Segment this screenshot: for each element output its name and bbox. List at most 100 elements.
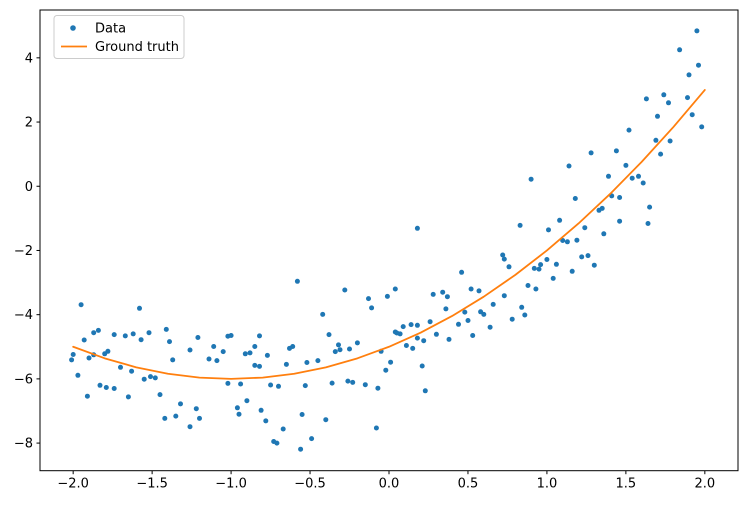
data-point (506, 264, 512, 270)
data-point (247, 350, 253, 356)
data-point (345, 378, 351, 384)
y-tick-label: −8 (14, 437, 33, 452)
data-point (220, 349, 226, 355)
data-point (122, 333, 128, 339)
data-point (410, 345, 416, 351)
data-point (366, 296, 371, 302)
data-point (257, 363, 262, 369)
data-point (572, 196, 578, 201)
data-point (264, 352, 270, 358)
axes-frame (39, 9, 739, 472)
data-point (599, 205, 605, 211)
data-point (329, 380, 335, 386)
data-point (433, 331, 439, 337)
data-point (525, 283, 531, 288)
y-tick-label: −2 (14, 244, 33, 259)
data-point (197, 415, 202, 421)
data-point (274, 440, 280, 446)
data-point (647, 204, 653, 210)
data-point (236, 411, 242, 417)
data-point (146, 330, 152, 336)
data-point (290, 344, 296, 349)
data-point (347, 346, 352, 352)
data-point (228, 333, 234, 338)
data-point (86, 355, 92, 361)
data-point (468, 286, 474, 292)
data-point (617, 218, 623, 224)
data-point (685, 95, 690, 101)
data-point (653, 137, 659, 143)
data-point (70, 352, 76, 357)
ground-truth-line (72, 89, 706, 380)
data-point (658, 151, 664, 157)
data-point (626, 127, 632, 133)
data-point (362, 382, 368, 388)
legend-label: Data (95, 22, 126, 37)
data-point (152, 375, 158, 381)
data-point (531, 265, 537, 271)
data-point (655, 113, 660, 119)
data-point (444, 294, 450, 300)
data-point (214, 358, 220, 364)
data-point (408, 322, 414, 328)
data-point (342, 287, 348, 293)
data-point (686, 72, 692, 78)
data-point (298, 446, 304, 452)
data-point (118, 364, 123, 370)
data-point (234, 405, 240, 411)
data-point (111, 386, 117, 391)
y-tick-label: 4 (25, 51, 33, 66)
data-point (591, 262, 597, 268)
data-point (276, 383, 281, 389)
data-point (105, 348, 111, 354)
data-point (456, 321, 461, 327)
data-point (257, 333, 262, 339)
x-tick-label: −1.0 (215, 477, 247, 492)
data-point (170, 357, 176, 363)
data-point (694, 28, 700, 34)
data-point (617, 195, 623, 200)
data-point (91, 330, 97, 336)
data-point (487, 324, 493, 330)
data-point (111, 332, 117, 338)
data-point (195, 335, 201, 340)
data-point (550, 275, 556, 281)
data-point (97, 382, 103, 388)
data-point (569, 268, 575, 274)
x-tick-label: 0.0 (379, 477, 400, 492)
data-point (103, 385, 109, 390)
data-point (163, 326, 169, 332)
data-point (403, 343, 409, 348)
data-point (137, 305, 142, 311)
data-point (696, 62, 701, 68)
data-point (323, 417, 329, 423)
data-point (601, 231, 607, 237)
data-point (187, 347, 193, 353)
data-point (613, 148, 619, 154)
x-tick-label: 1.0 (537, 477, 558, 492)
data-point (84, 393, 90, 399)
data-point (546, 227, 551, 233)
data-point (69, 357, 75, 363)
data-point (206, 356, 212, 362)
data-point (304, 360, 310, 365)
data-point (375, 385, 381, 391)
data-point (582, 225, 588, 231)
data-point (75, 372, 81, 378)
data-point (522, 312, 528, 318)
data-point (400, 324, 406, 330)
data-point (148, 374, 153, 380)
legend-marker-data (70, 25, 76, 31)
y-tick-label: 0 (25, 180, 33, 195)
data-point (533, 286, 539, 292)
data-point (263, 418, 269, 424)
data-point (443, 306, 449, 312)
x-tick-label: −0.5 (294, 477, 326, 492)
data-point (427, 319, 433, 325)
data-point (326, 332, 332, 338)
data-point (560, 238, 566, 243)
data-point (476, 288, 482, 294)
data-point (309, 436, 315, 442)
data-point (528, 176, 534, 182)
data-point (384, 293, 390, 299)
